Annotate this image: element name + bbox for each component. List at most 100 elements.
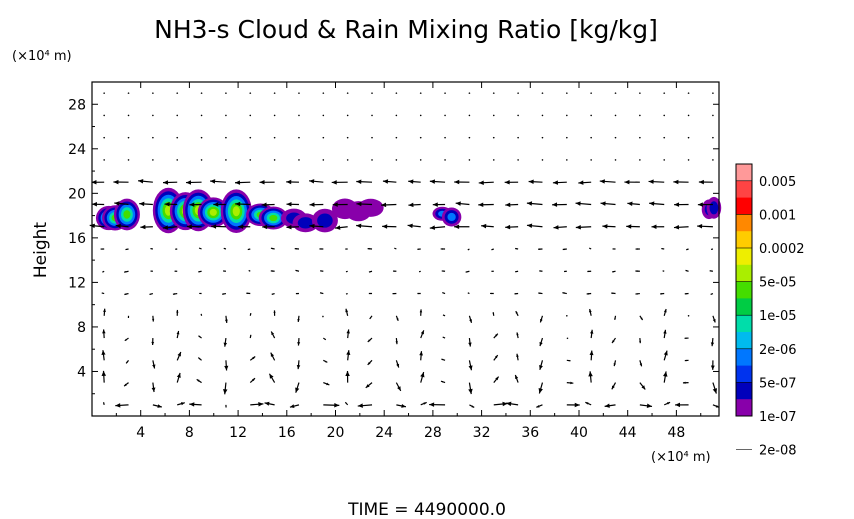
- wind-vector: [697, 202, 713, 207]
- wind-vector: [514, 374, 519, 383]
- wind-vector: [566, 359, 571, 362]
- wind-vector: [197, 357, 202, 361]
- wind-vector: [566, 315, 568, 317]
- wind-vector: [639, 403, 653, 409]
- wind-vector: [661, 247, 665, 250]
- x-tick-label: 8: [185, 425, 194, 441]
- wind-vector: [286, 224, 300, 230]
- wind-vector: [395, 338, 398, 345]
- wind-vector: [268, 373, 276, 383]
- wind-vector: [429, 225, 446, 230]
- wind-vector: [357, 403, 373, 408]
- wind-vector: [493, 401, 508, 407]
- wind-vector: [588, 371, 593, 383]
- wind-vector: [270, 352, 276, 361]
- wind-vector: [309, 202, 324, 207]
- wind-vector: [600, 201, 616, 206]
- wind-vector: [395, 159, 398, 161]
- wind-vector: [175, 248, 178, 250]
- wind-vector: [322, 337, 327, 341]
- wind-vector: [493, 333, 499, 339]
- wind-vector: [286, 202, 299, 207]
- wind-vector: [139, 201, 153, 207]
- wind-vector: [712, 382, 718, 394]
- wind-vector: [663, 401, 671, 406]
- wind-vector: [249, 313, 252, 316]
- wind-vector: [395, 315, 399, 322]
- wind-vector: [562, 292, 567, 295]
- wind-vector: [319, 292, 324, 295]
- wind-vector: [420, 371, 425, 383]
- wind-vector: [408, 179, 421, 184]
- wind-vector: [612, 248, 616, 250]
- wind-vector: [663, 159, 666, 161]
- wind-vector: [319, 248, 324, 250]
- wind-vector: [151, 315, 155, 322]
- wind-vector: [552, 180, 567, 185]
- wind-vector: [566, 337, 569, 340]
- wind-vector: [298, 136, 300, 139]
- y-tick-label: 28: [68, 97, 86, 113]
- wind-vector: [395, 92, 398, 94]
- wind-vector: [418, 270, 421, 273]
- wind-vector: [225, 136, 227, 139]
- legend-label: 2e-06: [759, 343, 797, 358]
- wind-vector: [407, 223, 421, 229]
- wind-vector: [249, 356, 256, 361]
- cloud-blob: [317, 213, 333, 228]
- x-tick-label: 40: [570, 425, 588, 441]
- x-tick-label: 48: [667, 425, 685, 441]
- wind-vector: [273, 114, 276, 117]
- wind-vector: [417, 292, 421, 295]
- wind-vector: [419, 159, 422, 161]
- wind-vector: [261, 202, 275, 208]
- wind-vector: [273, 310, 276, 316]
- cloud-blob: [357, 198, 384, 217]
- wind-vector: [309, 179, 324, 184]
- wind-vector: [200, 92, 203, 94]
- legend-label: 2e-08: [759, 444, 797, 459]
- x-tick-label: 36: [521, 425, 539, 441]
- wind-vector: [176, 114, 179, 117]
- wind-vector: [651, 224, 665, 230]
- legend-color-box: [736, 332, 752, 350]
- wind-vector: [259, 180, 275, 185]
- wind-vector: [493, 376, 500, 383]
- wind-vector: [346, 136, 349, 139]
- wind-vector: [639, 159, 641, 161]
- wind-vector: [344, 401, 349, 406]
- wind-vector: [578, 180, 592, 185]
- wind-vector: [673, 225, 689, 230]
- wind-vector: [200, 313, 203, 316]
- wind-vector: [371, 92, 373, 94]
- legend-label: 0.005: [759, 175, 796, 190]
- wind-vector: [566, 114, 568, 117]
- wind-vector: [684, 337, 689, 340]
- wind-vector: [323, 382, 330, 386]
- wind-vector: [442, 336, 446, 339]
- wind-vector: [432, 202, 446, 207]
- wind-vector: [382, 179, 397, 184]
- wind-vector: [249, 377, 256, 384]
- wind-vector: [564, 270, 567, 273]
- wind-vector: [177, 402, 185, 406]
- wind-vector: [123, 382, 129, 387]
- wind-vector: [467, 248, 470, 251]
- plot-frame: [91, 81, 720, 417]
- wind-vector: [468, 136, 471, 139]
- wind-vector: [198, 270, 202, 273]
- wind-vector: [127, 315, 130, 318]
- wind-vector: [674, 202, 689, 207]
- wind-vector: [454, 179, 470, 185]
- legend-color-box: [736, 315, 752, 333]
- wind-vector: [345, 308, 349, 316]
- wind-vector: [541, 159, 544, 161]
- wind-vector: [712, 404, 720, 408]
- wind-vector: [613, 360, 617, 367]
- wind-vector: [294, 247, 300, 250]
- wind-vector: [614, 92, 617, 94]
- wind-vector: [454, 224, 470, 230]
- wind-vector: [295, 382, 300, 393]
- wind-vector: [492, 312, 495, 316]
- wind-vector: [589, 350, 594, 361]
